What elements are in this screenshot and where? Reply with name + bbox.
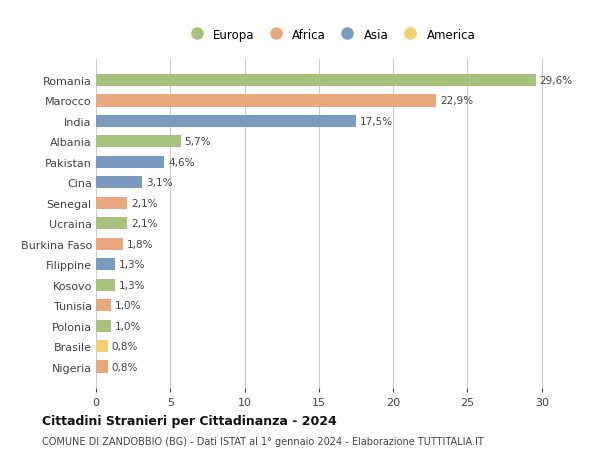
Bar xyxy=(96,299,111,312)
Text: 2,1%: 2,1% xyxy=(131,198,157,208)
Bar xyxy=(96,116,356,128)
Text: 0,8%: 0,8% xyxy=(112,341,138,351)
Bar xyxy=(96,258,115,271)
Text: 5,7%: 5,7% xyxy=(184,137,211,147)
Bar xyxy=(96,218,127,230)
Bar xyxy=(96,238,123,250)
Bar xyxy=(96,157,164,168)
Bar xyxy=(96,95,436,107)
Text: 2,1%: 2,1% xyxy=(131,219,157,229)
Text: 3,1%: 3,1% xyxy=(146,178,172,188)
Text: 0,8%: 0,8% xyxy=(112,362,138,372)
Bar xyxy=(96,340,108,353)
Bar xyxy=(96,361,108,373)
Text: 1,3%: 1,3% xyxy=(119,280,146,290)
Bar xyxy=(96,279,115,291)
Text: 1,0%: 1,0% xyxy=(115,321,141,331)
Bar xyxy=(96,320,111,332)
Text: Cittadini Stranieri per Cittadinanza - 2024: Cittadini Stranieri per Cittadinanza - 2… xyxy=(42,414,337,428)
Text: 4,6%: 4,6% xyxy=(168,157,194,168)
Text: 1,8%: 1,8% xyxy=(127,239,153,249)
Text: 22,9%: 22,9% xyxy=(440,96,473,106)
Bar xyxy=(96,136,181,148)
Text: COMUNE DI ZANDOBBIO (BG) - Dati ISTAT al 1° gennaio 2024 - Elaborazione TUTTITAL: COMUNE DI ZANDOBBIO (BG) - Dati ISTAT al… xyxy=(42,437,484,446)
Bar xyxy=(96,197,127,209)
Text: 1,3%: 1,3% xyxy=(119,260,146,269)
Text: 1,0%: 1,0% xyxy=(115,301,141,310)
Bar xyxy=(96,177,142,189)
Text: 29,6%: 29,6% xyxy=(539,76,572,86)
Text: 17,5%: 17,5% xyxy=(360,117,393,127)
Legend: Europa, Africa, Asia, America: Europa, Africa, Asia, America xyxy=(182,26,478,44)
Bar xyxy=(96,74,536,87)
